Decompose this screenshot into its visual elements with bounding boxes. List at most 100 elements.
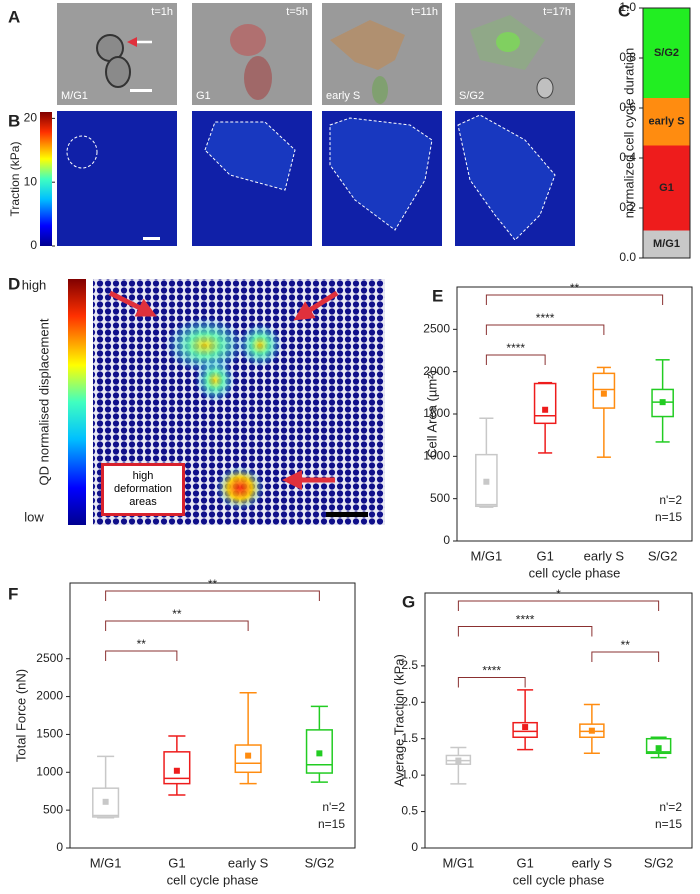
significance-bracket — [457, 677, 526, 688]
y-tick-label: 2000 — [36, 689, 63, 703]
colorbar-tick-label: 0 — [30, 238, 37, 252]
mean — [173, 767, 180, 774]
significance-bracket — [105, 620, 249, 631]
scale-bar — [143, 237, 160, 240]
significance-bracket — [105, 590, 320, 601]
panel-b-images — [40, 111, 575, 246]
y-tick-label: 0 — [411, 840, 418, 854]
panel-label: D — [8, 274, 20, 293]
x-tick-label: M/G1 — [90, 855, 122, 870]
mean — [659, 399, 666, 406]
x-tick-label: M/G1 — [442, 855, 474, 870]
sample-size: n'=2 — [659, 493, 682, 507]
significance-label: ** — [137, 637, 147, 651]
deformation — [238, 323, 282, 367]
traction-map — [57, 111, 177, 246]
sample-size: n=15 — [655, 510, 682, 524]
segment-label: M/G1 — [653, 238, 680, 250]
frame — [69, 582, 356, 849]
panel-label: B — [8, 111, 20, 130]
mean — [102, 798, 109, 805]
y-tick-label: 1000 — [423, 449, 450, 463]
nucleus — [496, 32, 520, 52]
colorbar — [68, 279, 86, 525]
x-tick-label: S/G2 — [305, 855, 335, 870]
mean — [600, 390, 607, 397]
y-tick-label: 1500 — [423, 406, 450, 420]
colorbar-low: low — [24, 509, 44, 524]
bar-segment — [643, 8, 690, 98]
time-label: t=1h — [151, 6, 173, 18]
y-tick-label: 1500 — [36, 727, 63, 741]
panel-label: F — [8, 584, 18, 603]
sample-size: n'=2 — [322, 800, 345, 814]
y-axis-label: Cell Area (µm²) — [424, 370, 439, 458]
cell-outline — [204, 121, 296, 191]
significance-label: **** — [506, 341, 525, 355]
bar-segment — [643, 145, 690, 231]
cell — [372, 76, 388, 104]
cell — [244, 56, 272, 100]
significance-label: ** — [172, 607, 182, 621]
y-tick-label: 0.2 — [619, 200, 636, 214]
sample-size: n=15 — [655, 817, 682, 831]
colorbar-label: Traction (kPa) — [8, 142, 22, 217]
y-tick-label: 1.0 — [619, 0, 636, 14]
time-label: t=11h — [411, 6, 438, 18]
significance-label: **** — [516, 613, 535, 627]
colorbar-tick-label: 10 — [24, 174, 38, 188]
time-label: t=5h — [286, 6, 308, 18]
y-tick-label: 1.0 — [401, 767, 418, 781]
significance-bracket — [485, 294, 664, 305]
inset-label: high deformation areas — [101, 463, 185, 516]
significance-bracket — [105, 650, 178, 661]
significance-bracket — [485, 324, 605, 335]
cell — [536, 77, 554, 99]
deformation — [195, 358, 235, 402]
panel-label: C — [618, 1, 630, 20]
y-axis-label: Total Force (nN) — [13, 669, 28, 762]
x-tick-label: early S — [572, 855, 613, 870]
significance-bracket — [457, 626, 593, 637]
bar-segment — [643, 98, 690, 146]
phase-label: S/G2 — [459, 90, 484, 102]
y-tick-label: 1000 — [36, 764, 63, 778]
mean — [245, 752, 252, 759]
sample-size: n'=2 — [659, 800, 682, 814]
phase-label: M/G1 — [61, 90, 88, 102]
y-tick-label: 0.5 — [401, 804, 418, 818]
y-axis-label: Average Traction (kPa) — [391, 654, 406, 787]
significance-label: * — [556, 587, 561, 601]
y-tick-label: 1.5 — [401, 731, 418, 745]
cell — [330, 20, 405, 70]
cell-outline — [457, 114, 556, 241]
significance-label: ** — [208, 577, 218, 591]
segment-label: G1 — [659, 182, 674, 194]
cell-outline — [66, 135, 98, 169]
y-tick-label: 2500 — [423, 322, 450, 336]
cell-outline — [329, 117, 433, 231]
cell — [230, 24, 266, 56]
x-tick-label: early S — [228, 855, 269, 870]
x-tick-label: G1 — [516, 855, 533, 870]
colorbar-label: QD normalised displacement — [36, 318, 51, 485]
x-tick-label: G1 — [536, 548, 553, 563]
scale-bar — [130, 89, 152, 92]
scale-bar — [326, 512, 368, 517]
panel-a-images — [57, 3, 575, 105]
significance-bracket — [457, 600, 660, 611]
panel-label: G — [402, 592, 415, 611]
box — [533, 382, 557, 425]
y-tick-label: 2.0 — [401, 694, 418, 708]
colorbar-high: high — [22, 277, 47, 292]
y-tick-label: 0.0 — [619, 250, 636, 264]
y-tick-label: 0.6 — [619, 100, 636, 114]
y-tick-label: 0.4 — [619, 150, 636, 164]
mean — [316, 750, 323, 757]
significance-label: **** — [536, 311, 555, 325]
y-tick-label: 0 — [56, 840, 63, 854]
arrow — [108, 290, 157, 317]
box — [305, 729, 333, 774]
time-label: t=17h — [543, 6, 571, 18]
